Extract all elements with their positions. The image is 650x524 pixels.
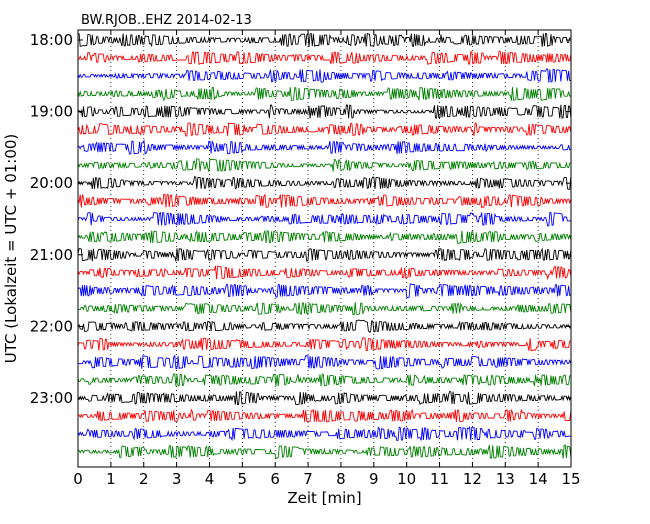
chart-title: BW.RJOB..EHZ 2014-02-13 bbox=[81, 13, 252, 28]
seismic-trace bbox=[77, 425, 571, 442]
seismic-trace bbox=[77, 390, 572, 406]
seismic-trace bbox=[77, 354, 572, 370]
plot-frame bbox=[77, 29, 572, 468]
y-tick-label: 19:00 bbox=[30, 103, 73, 121]
x-tick-label: 7 bbox=[303, 470, 313, 488]
seismic-trace bbox=[78, 32, 571, 48]
x-tick-label: 0 bbox=[73, 470, 83, 488]
y-tick-label: 21:00 bbox=[30, 246, 73, 264]
trace-lines bbox=[77, 32, 572, 459]
x-tick-label: 12 bbox=[463, 470, 482, 488]
x-tick-label: 11 bbox=[430, 470, 449, 488]
seismic-trace bbox=[77, 122, 572, 137]
seismic-trace bbox=[77, 158, 571, 172]
seismic-trace bbox=[77, 104, 572, 119]
x-tick-label: 14 bbox=[529, 470, 548, 488]
seismic-trace bbox=[77, 68, 571, 83]
x-tick-label: 9 bbox=[369, 470, 379, 488]
seismic-trace bbox=[78, 139, 571, 155]
seismic-trace bbox=[77, 50, 572, 66]
x-tick-label: 15 bbox=[561, 470, 580, 488]
y-axis-title: UTC (Lokalzeit = UTC + 01:00) bbox=[2, 134, 20, 364]
seismic-trace bbox=[78, 408, 572, 423]
seismic-trace bbox=[78, 302, 572, 316]
y-tick-label: 23:00 bbox=[30, 389, 73, 407]
x-tick-label: 3 bbox=[172, 470, 182, 488]
x-tick-label: 8 bbox=[336, 470, 346, 488]
seismic-trace bbox=[77, 265, 572, 281]
seismic-trace bbox=[77, 337, 571, 352]
seismic-trace bbox=[77, 319, 571, 333]
x-axis-title: Zeit [min] bbox=[287, 489, 361, 507]
seismic-trace bbox=[77, 373, 571, 387]
seismic-trace bbox=[77, 175, 572, 190]
seismic-trace bbox=[77, 444, 572, 459]
x-tick-label: 10 bbox=[397, 470, 416, 488]
y-tick-label: 22:00 bbox=[30, 317, 73, 335]
x-tick-label: 1 bbox=[106, 470, 116, 488]
seismic-trace bbox=[77, 247, 572, 262]
seismic-trace bbox=[77, 283, 572, 299]
x-tick-label: 13 bbox=[496, 470, 515, 488]
y-tick-label: 20:00 bbox=[30, 174, 73, 192]
y-tick-label: 18:00 bbox=[30, 31, 73, 49]
x-tick-label: 5 bbox=[238, 470, 248, 488]
axis-ticks: 0 1 2 3 4 5 6 7 8 9 10 11 12 13 14 1518:0019:0020:0021:… bbox=[30, 30, 581, 488]
x-tick-label: 4 bbox=[205, 470, 215, 488]
seismic-trace bbox=[77, 86, 571, 102]
seismic-trace bbox=[77, 211, 571, 227]
x-tick-label: 6 bbox=[270, 470, 280, 488]
seismic-trace bbox=[77, 230, 572, 245]
x-tick-label: 2 bbox=[139, 470, 149, 488]
seismic-trace bbox=[77, 193, 572, 209]
